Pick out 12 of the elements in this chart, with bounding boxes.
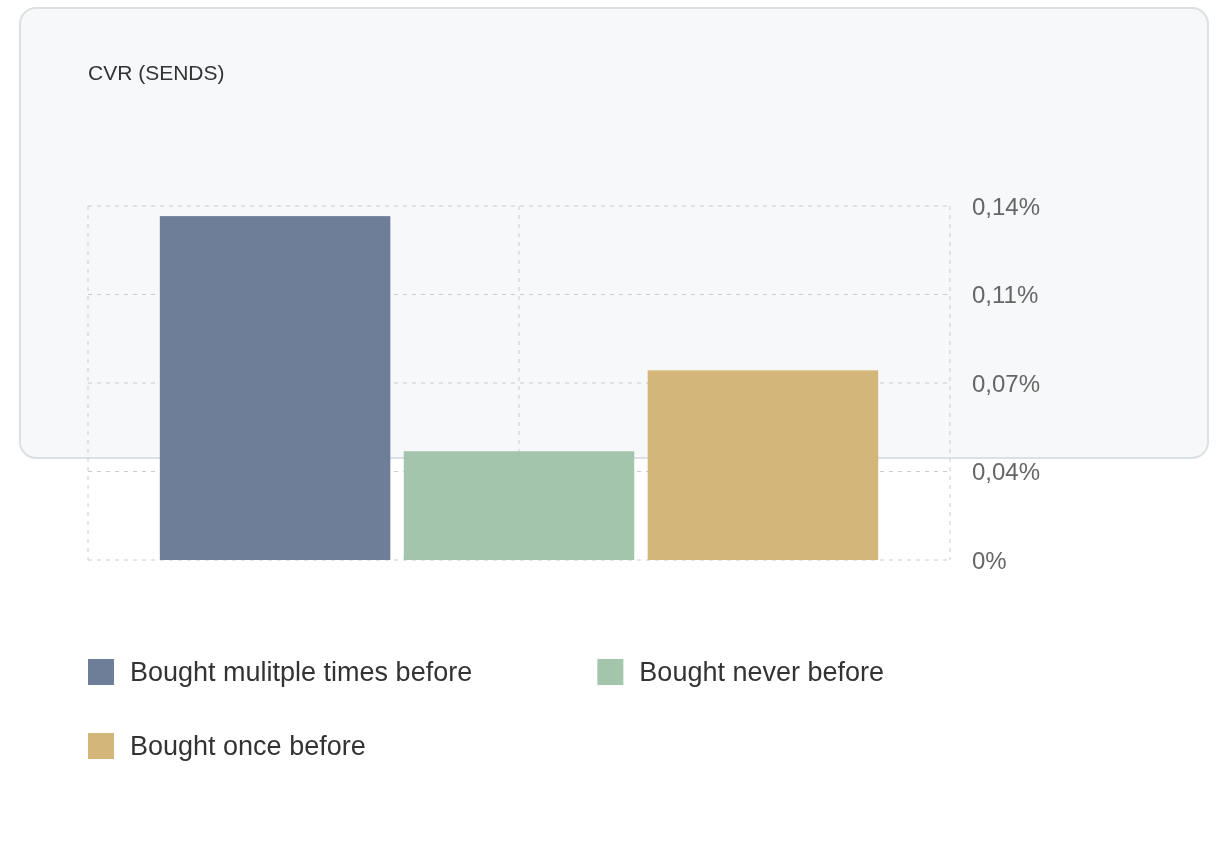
y-tick-label: 0,14%	[972, 192, 1041, 220]
legend-label: Bought never before	[639, 657, 885, 687]
legend-label: Bought mulitple times before	[130, 657, 473, 687]
legend-label: Bought once before	[130, 731, 366, 761]
bar	[403, 451, 635, 560]
y-tick-label: 0,11%	[972, 281, 1039, 308]
chart-title: CVR (SENDS)	[88, 61, 225, 84]
bar	[647, 370, 879, 560]
bar	[159, 216, 391, 560]
y-tick-label: 0%	[972, 546, 1007, 574]
y-tick-label: 0,07%	[972, 369, 1041, 397]
y-tick-label: 0,04%	[972, 458, 1041, 485]
